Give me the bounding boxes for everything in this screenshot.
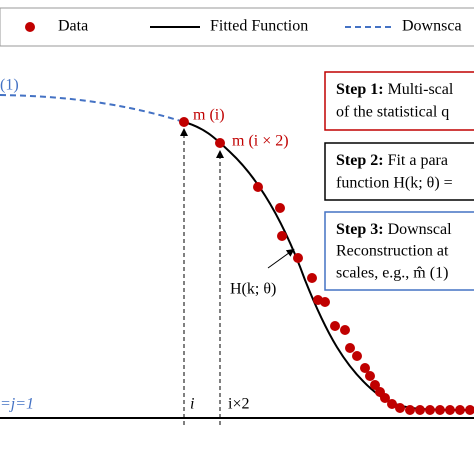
step-line: Multi-scal: [384, 81, 454, 98]
legend-label: Fitted Function: [210, 18, 308, 35]
step-box: [324, 142, 474, 201]
data-point: [275, 203, 285, 213]
data-point: [387, 399, 397, 409]
function-arrow: [267, 248, 295, 269]
annotation: (1): [0, 77, 19, 94]
data-point: [352, 351, 362, 361]
step-line: of the statistical q: [336, 104, 449, 121]
annotation: =j=1: [0, 396, 34, 413]
data-point: [380, 393, 390, 403]
data-point: [435, 405, 445, 415]
data-point: [360, 363, 370, 373]
data-point: [277, 231, 287, 241]
step-label: Step 2:: [336, 152, 384, 169]
data-point: [425, 405, 435, 415]
data-point: [370, 380, 380, 390]
step-text: Step 3: Downscal: [336, 221, 452, 238]
data-point: [179, 117, 189, 127]
data-point: [415, 405, 425, 415]
data-point: [455, 405, 465, 415]
step-box: [324, 71, 474, 131]
legend-label: Downsca: [402, 18, 462, 35]
annotation: H(k; θ): [230, 281, 276, 298]
data-point: [340, 325, 350, 335]
data-point: [307, 273, 317, 283]
step-line: scales, e.g., m̂ (1): [336, 265, 448, 282]
legend-dot: [25, 22, 35, 32]
step-line: Fit a para: [384, 152, 448, 169]
data-point: [215, 138, 225, 148]
data-point: [395, 403, 405, 413]
annotation: i: [190, 396, 194, 413]
step-text: Step 1: Multi-scal: [336, 81, 454, 98]
data-point: [465, 405, 474, 415]
annotation: m (i): [193, 107, 225, 124]
step-line: Reconstruction at: [336, 243, 449, 260]
downscale-line: [0, 94, 185, 123]
data-point: [320, 297, 330, 307]
step-line: Downscal: [384, 221, 453, 238]
data-point: [365, 371, 375, 381]
data-point: [253, 182, 263, 192]
data-point: [405, 405, 415, 415]
step-text: Step 2: Fit a para: [336, 152, 448, 169]
legend-box: [0, 7, 474, 47]
data-point: [293, 253, 303, 263]
step-box: [324, 211, 474, 291]
step-label: Step 1:: [336, 81, 384, 98]
data-points: [179, 117, 474, 415]
step-label: Step 3:: [336, 221, 384, 238]
data-point: [345, 343, 355, 353]
annotation: m (i × 2): [232, 133, 289, 150]
data-point: [330, 321, 340, 331]
annotation: i×2: [228, 396, 249, 413]
legend-label: Data: [58, 18, 88, 35]
step-line: function H(k; θ) =: [336, 175, 453, 192]
data-point: [445, 405, 455, 415]
